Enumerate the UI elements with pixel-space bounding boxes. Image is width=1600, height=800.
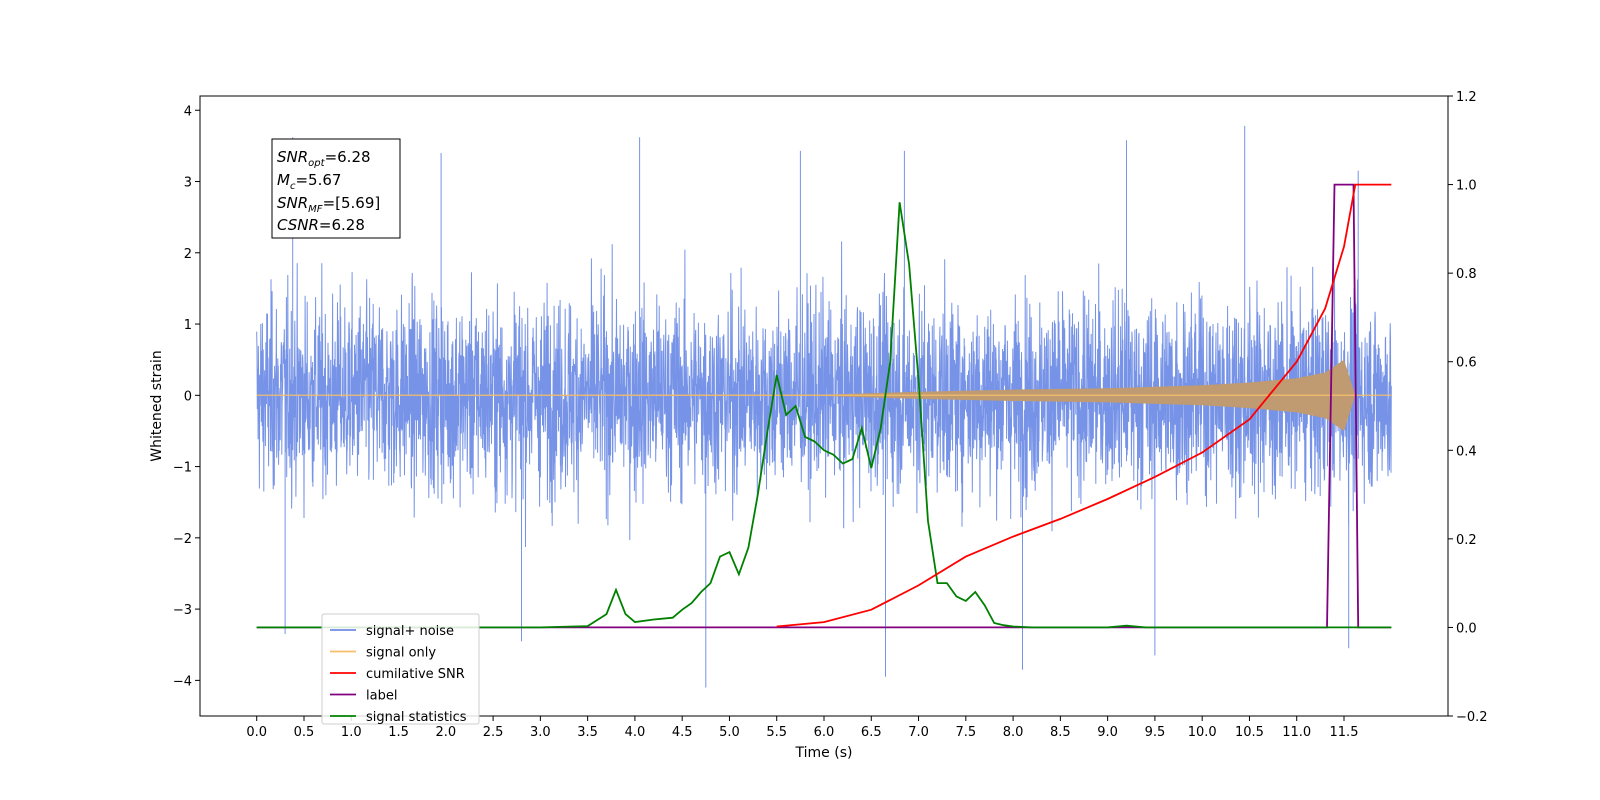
x-tick-label: 6.5 xyxy=(861,725,882,740)
y-right-tick-label: 0.6 xyxy=(1456,356,1477,371)
y-right-tick-label: 0.8 xyxy=(1456,267,1477,282)
y-left-tick-label: 2 xyxy=(184,247,192,262)
x-tick-label: 1.5 xyxy=(388,725,409,740)
x-tick-label: 7.5 xyxy=(955,725,976,740)
x-tick-label: 2.0 xyxy=(435,725,456,740)
x-tick-label: 6.0 xyxy=(814,725,835,740)
x-tick-label: 0.0 xyxy=(246,725,267,740)
y-axis-title: Whitened strain xyxy=(149,350,165,461)
y-right-tick-label: 0.4 xyxy=(1456,444,1477,459)
x-axis-title: Time (s) xyxy=(795,745,853,761)
x-tick-label: 9.5 xyxy=(1145,725,1166,740)
y-left-tick-label: −3 xyxy=(173,603,192,618)
y-left-tick-label: 0 xyxy=(184,389,192,404)
x-tick-label: 10.0 xyxy=(1188,725,1217,740)
x-axis-ticks: 0.0 0.5 1.0 1.5 2.0 2.5 3.0 3.5 4.0 4.5 5.0 5.5 6.0 6… xyxy=(246,716,1358,740)
y-left-tick-label: 4 xyxy=(184,104,192,119)
x-tick-label: 10.5 xyxy=(1235,725,1264,740)
legend-entry: cumilative SNR xyxy=(366,667,465,682)
x-tick-label: 11.0 xyxy=(1282,725,1311,740)
annotation-csnr: CSNR=6.28 xyxy=(277,216,365,234)
series-layer xyxy=(256,125,1392,688)
y-right-tick-label: 1.0 xyxy=(1456,179,1477,194)
x-tick-label: 0.5 xyxy=(294,725,315,740)
y-right-tick-label: 0.0 xyxy=(1456,621,1477,636)
x-tick-label: 8.5 xyxy=(1050,725,1071,740)
annotation-box: SNRopt=6.28 Mc=5.67 SNRMF=[5.69] CSNR=6.… xyxy=(271,138,401,239)
y-left-tick-label: 1 xyxy=(184,318,192,333)
x-tick-label: 3.5 xyxy=(577,725,598,740)
x-tick-label: 3.0 xyxy=(530,725,551,740)
x-tick-label: 11.5 xyxy=(1330,725,1359,740)
annotation-snr-opt: SNRopt=6.28 xyxy=(277,148,371,169)
x-tick-label: 2.5 xyxy=(483,725,504,740)
y-left-tick-label: −4 xyxy=(173,674,192,689)
annotation-mc: Mc=5.67 xyxy=(277,171,341,192)
y-right-tick-label: −0.2 xyxy=(1456,710,1488,725)
x-tick-label: 4.0 xyxy=(625,725,646,740)
legend-entry: signal only xyxy=(366,646,436,661)
x-tick-label: 8.0 xyxy=(1003,725,1024,740)
x-tick-label: 4.5 xyxy=(672,725,693,740)
y-right-tick-label: 1.2 xyxy=(1456,90,1477,105)
y-right-tick-label: 0.2 xyxy=(1456,533,1477,548)
x-tick-label: 5.0 xyxy=(719,725,740,740)
annotation-snr-mf: SNRMF=[5.69] xyxy=(277,194,380,215)
x-tick-label: 7.0 xyxy=(908,725,929,740)
series-signal-plus-noise xyxy=(256,125,1392,688)
y-left-axis-ticks: −4 −3 −2 −1 0 1 2 3 4 xyxy=(173,104,200,689)
y-right-axis-ticks: −0.2 0.0 0.2 0.4 0.6 0.8 1.0 1.2 xyxy=(1448,90,1488,725)
legend-entry: signal+ noise xyxy=(366,624,454,639)
y-left-tick-label: 3 xyxy=(184,176,192,191)
x-tick-label: 5.5 xyxy=(766,725,787,740)
legend: signal+ noise signal only cumilative SNR la… xyxy=(321,613,480,725)
x-tick-label: 9.0 xyxy=(1097,725,1118,740)
x-tick-label: 1.0 xyxy=(341,725,362,740)
legend-entry: signal statistics xyxy=(366,710,467,725)
legend-entry: label xyxy=(366,689,397,704)
series-signal-statistics xyxy=(256,202,1392,629)
y-left-tick-label: −2 xyxy=(173,532,192,547)
y-left-tick-label: −1 xyxy=(173,461,192,476)
series-cumulative-snr xyxy=(776,183,1392,628)
